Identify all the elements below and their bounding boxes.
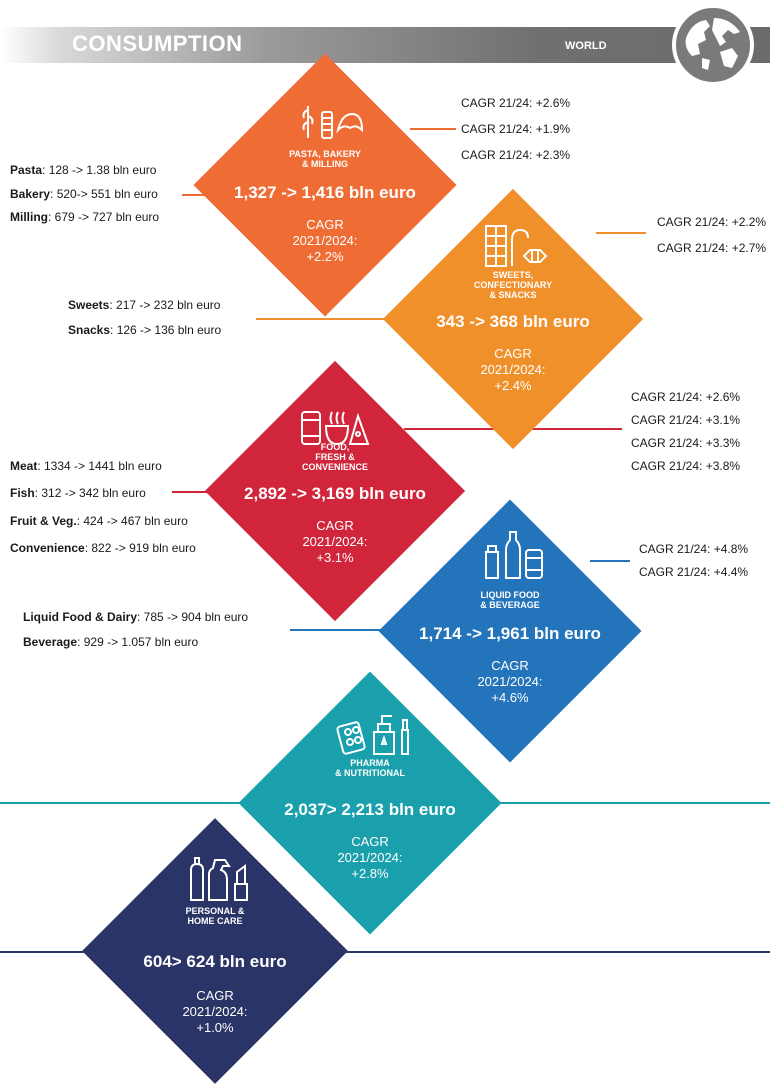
segment-value: 2,037> 2,213 bln euro [284,800,456,819]
connector-line-pasta-left [182,194,212,196]
personal-home-care-icon [190,857,248,901]
segment-food: FOOD, FRESH & CONVENIENCE 2,892 -> 3,169… [222,442,448,566]
breakdown-item: Milling: 679 -> 727 bln euro [10,210,160,224]
cagr-item: CAGR 21/24: +3.3% [631,436,741,450]
breakdown-item: Pasta: 128 -> 1.38 bln euro [10,163,157,177]
sweets-snacks-icon [485,225,548,267]
segment-value: 2,892 -> 3,169 bln euro [244,484,426,503]
connector-line-liquid-right [590,560,630,562]
segment-value: 604> 624 bln euro [143,952,287,971]
segment-cagr: 2021/2024: [182,1004,248,1019]
connector-line-food-left [172,491,222,493]
segment-label: FRESH & [315,452,355,462]
segment-label: HOME CARE [187,916,243,926]
segment-cagr: CAGR [306,217,344,232]
breakdown-item: Beverage: 929 -> 1.057 bln euro [23,635,199,649]
segment-label: PERSONAL & [185,906,245,916]
segment-label: & BEVERAGE [480,600,540,610]
region-label: WORLD [565,40,607,52]
segment-cagr: 2021/2024: [302,534,368,549]
segment-value: 1,327 -> 1,416 bln euro [234,183,416,202]
segment-cagr: +1.0% [196,1020,234,1035]
segment-label: & MILLING [302,159,348,169]
segment-cagr: +3.1% [316,550,354,565]
header-bar [0,27,770,63]
breakdown-item: Meat: 1334 -> 1441 bln euro [10,459,162,473]
segment-cagr: CAGR [196,988,234,1003]
breakdown-item: Convenience: 822 -> 919 bln euro [10,541,196,555]
breakdown-item: Liquid Food & Dairy: 785 -> 904 bln euro [23,610,249,624]
segment-value: 343 -> 368 bln euro [436,312,590,331]
segment-cagr: +2.4% [494,378,532,393]
cagr-item: CAGR 21/24: +2.3% [461,148,571,162]
cagr-item: CAGR 21/24: +3.8% [631,459,741,473]
liquid-beverage-icon [485,531,543,579]
segment-label: PHARMA [350,758,390,768]
segment-personal: PERSONAL & HOME CARE 604> 624 bln euro C… [102,906,328,1036]
connector-line-personal [0,951,770,953]
segment-label: FOOD, [320,442,350,452]
segment-label: CONVENIENCE [301,462,368,472]
pharma-nutritional-icon [336,715,409,755]
breakdown-item: Bakery: 520-> 551 bln euro [10,187,158,201]
cagr-item: CAGR 21/24: +2.6% [631,390,741,404]
segment-label: CONFECTIONARY [473,280,553,290]
segment-label: LIQUID FOOD [480,590,540,600]
breakdown-item: Sweets: 217 -> 232 bln euro [68,298,221,312]
pasta-bakery-icon [302,106,364,139]
segment-cagr: CAGR [351,834,389,849]
breakdown-item: Fruit & Veg.: 424 -> 467 bln euro [10,514,188,528]
segment-cagr: +4.6% [491,690,529,705]
cagr-item: CAGR 21/24: +4.4% [639,565,749,579]
breakdown-item: Snacks: 126 -> 136 bln euro [68,323,222,337]
segment-label: PASTA, BAKERY [289,149,361,159]
segment-label: & SNACKS [489,290,537,300]
segment-cagr: 2021/2024: [337,850,403,865]
segment-cagr: CAGR [494,346,532,361]
segment-label: & NUTRITIONAL [335,768,405,778]
segment-cagr: +2.8% [351,866,389,881]
segment-cagr: +2.2% [306,249,344,264]
cagr-item: CAGR 21/24: +3.1% [631,413,741,427]
segment-value: 1,714 -> 1,961 bln euro [419,624,601,643]
segment-pharma: PHARMA & NUTRITIONAL 2,037> 2,213 bln eu… [257,758,483,882]
food-fresh-icon [301,411,370,446]
connector-line-pasta-right [410,128,456,130]
cagr-item: CAGR 21/24: +2.2% [657,215,767,229]
segment-pasta: PASTA, BAKERY & MILLING 1,327 -> 1,416 b… [212,149,438,265]
cagr-item: CAGR 21/24: +2.6% [461,96,571,110]
cagr-item: CAGR 21/24: +1.9% [461,122,571,136]
segment-liquid: LIQUID FOOD & BEVERAGE 1,714 -> 1,961 bl… [397,590,623,706]
segment-cagr: 2021/2024: [480,362,546,377]
globe-icon [672,4,754,86]
page-title: CONSUMPTION [72,31,243,56]
connector-line-sweets-left [256,318,402,320]
cagr-item: CAGR 21/24: +2.7% [657,241,767,255]
breakdown-item: Fish: 312 -> 342 bln euro [10,486,146,500]
segment-label: SWEETS, [492,270,534,280]
segment-cagr: 2021/2024: [477,674,543,689]
connector-line-liquid-left [290,629,394,631]
segment-cagr: CAGR [491,658,529,673]
segment-sweets: SWEETS, CONFECTIONARY & SNACKS 343 -> 36… [400,270,626,394]
cagr-item: CAGR 21/24: +4.8% [639,542,749,556]
connector-line-sweets-right [596,232,646,234]
segment-cagr: CAGR [316,518,354,533]
segment-cagr: 2021/2024: [292,233,358,248]
